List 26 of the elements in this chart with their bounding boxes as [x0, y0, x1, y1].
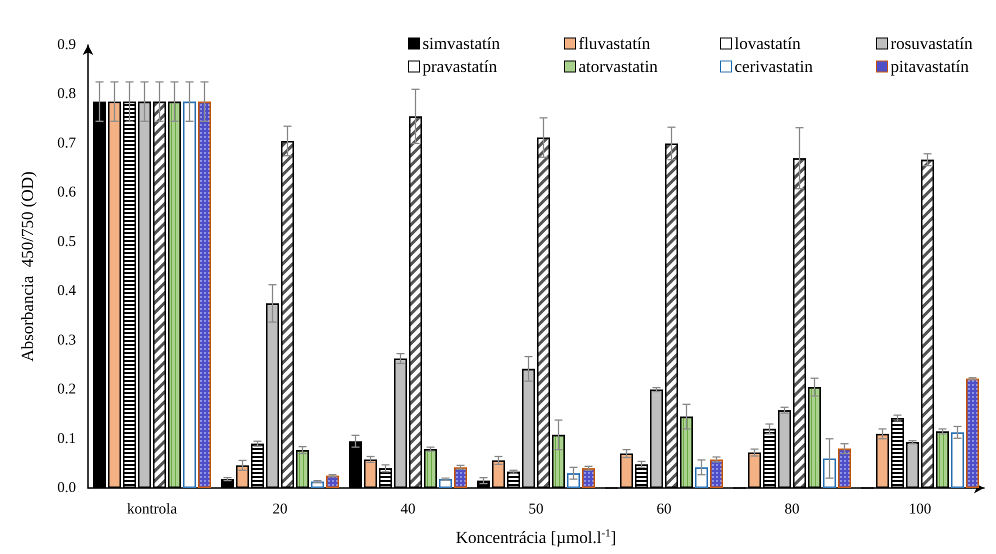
legend-label: fluvastatín — [578, 34, 651, 53]
x-tick-label: 40 — [400, 502, 416, 518]
legend-label: cerivastatin — [734, 57, 814, 76]
legend-label: simvastatín — [422, 34, 500, 53]
x-tick-label: kontrola — [127, 502, 178, 518]
y-tick-label: 0.5 — [57, 234, 76, 250]
legend-label: atorvastatin — [578, 57, 658, 76]
y-tick-label: 0.6 — [57, 184, 76, 201]
y-tick-label: 0.7 — [57, 135, 76, 152]
x-tick-label: 50 — [528, 502, 544, 518]
y-tick-label: 0.9 — [57, 37, 76, 53]
legend-label: pravastatín — [422, 57, 498, 76]
x-tick-label: 100 — [908, 502, 932, 518]
legend-label: lovastatín — [734, 34, 802, 53]
y-tick-label: 0.4 — [57, 283, 76, 300]
y-tick-label: 0.3 — [57, 332, 76, 348]
y-tick-label: 0.0 — [57, 480, 76, 496]
legend-label: pitavastatín — [890, 57, 970, 76]
x-tick-label: 20 — [272, 502, 288, 518]
y-tick-label: 0.2 — [57, 382, 76, 398]
y-tick-label: 0.8 — [57, 86, 76, 102]
y-axis-title: Absorbancia 450/750 (OD) — [18, 171, 37, 362]
x-tick-label: 60 — [656, 502, 672, 518]
legend-label: rosuvastatín — [890, 34, 974, 53]
x-tick-label: 80 — [784, 502, 800, 518]
y-tick-label: 0.1 — [57, 430, 76, 447]
